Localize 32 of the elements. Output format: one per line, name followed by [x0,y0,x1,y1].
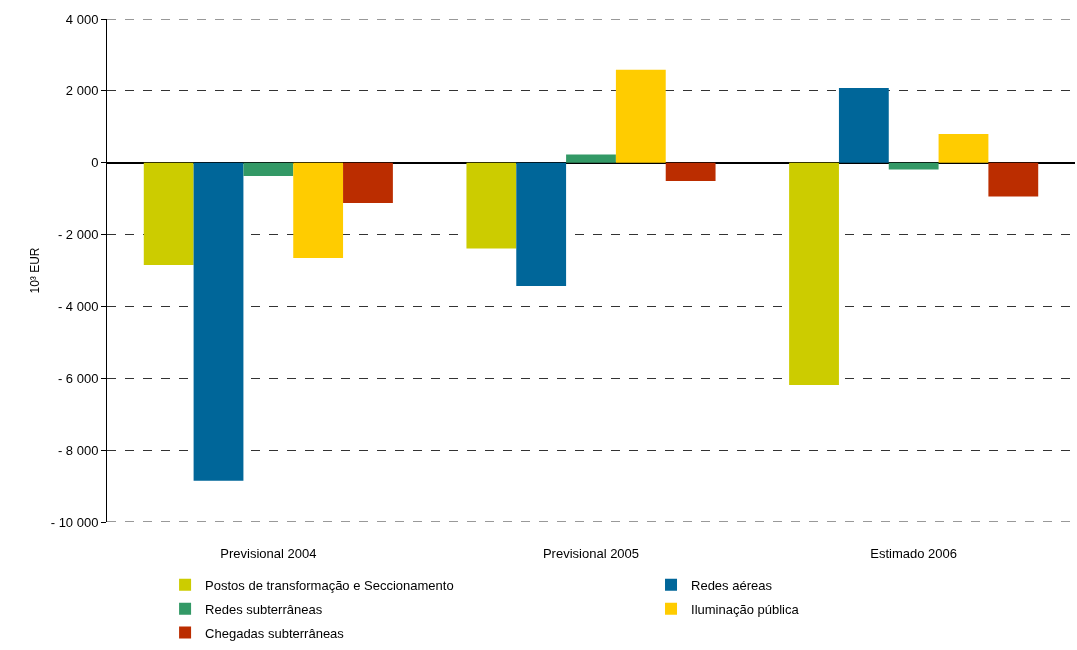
x-tick-label: Estimado 2006 [870,546,958,561]
y-tick-label: - 4 000 [57,298,99,314]
x-tick-label: Previsional 2004 [220,546,317,561]
bar [143,162,194,266]
legend-label: Iluminação pública [691,601,800,617]
bar [615,69,666,163]
legend-label: Redes aéreas [691,577,773,593]
y-tick-label: - 6 000 [57,370,99,386]
y-tick-label: - 2 000 [57,227,99,243]
bar [988,162,1039,197]
bar [938,133,989,163]
y-tick-label: 2 000 [65,83,99,99]
bar [888,162,939,170]
bar [566,154,616,163]
legend-label: Chegadas subterrâneas [205,625,345,641]
bar [293,162,344,258]
y-tick-label: - 10 000 [50,514,99,530]
bar [243,162,294,177]
bar [466,162,517,249]
bar [789,162,839,386]
y-axis-title: 10³ EUR [28,247,42,294]
bar [516,162,567,286]
bar [838,87,889,163]
bar [665,162,716,182]
y-tick-label: 0 [91,155,99,171]
y-tick-label: 4 000 [65,11,99,27]
legend-label: Redes subterrâneas [205,601,323,617]
y-tick-label: - 8 000 [57,442,99,458]
x-tick-label: Previsional 2005 [542,546,640,561]
legend-label: Postos de transformação e Seccionamento [205,577,454,593]
bar [193,162,244,481]
bar [343,162,393,203]
